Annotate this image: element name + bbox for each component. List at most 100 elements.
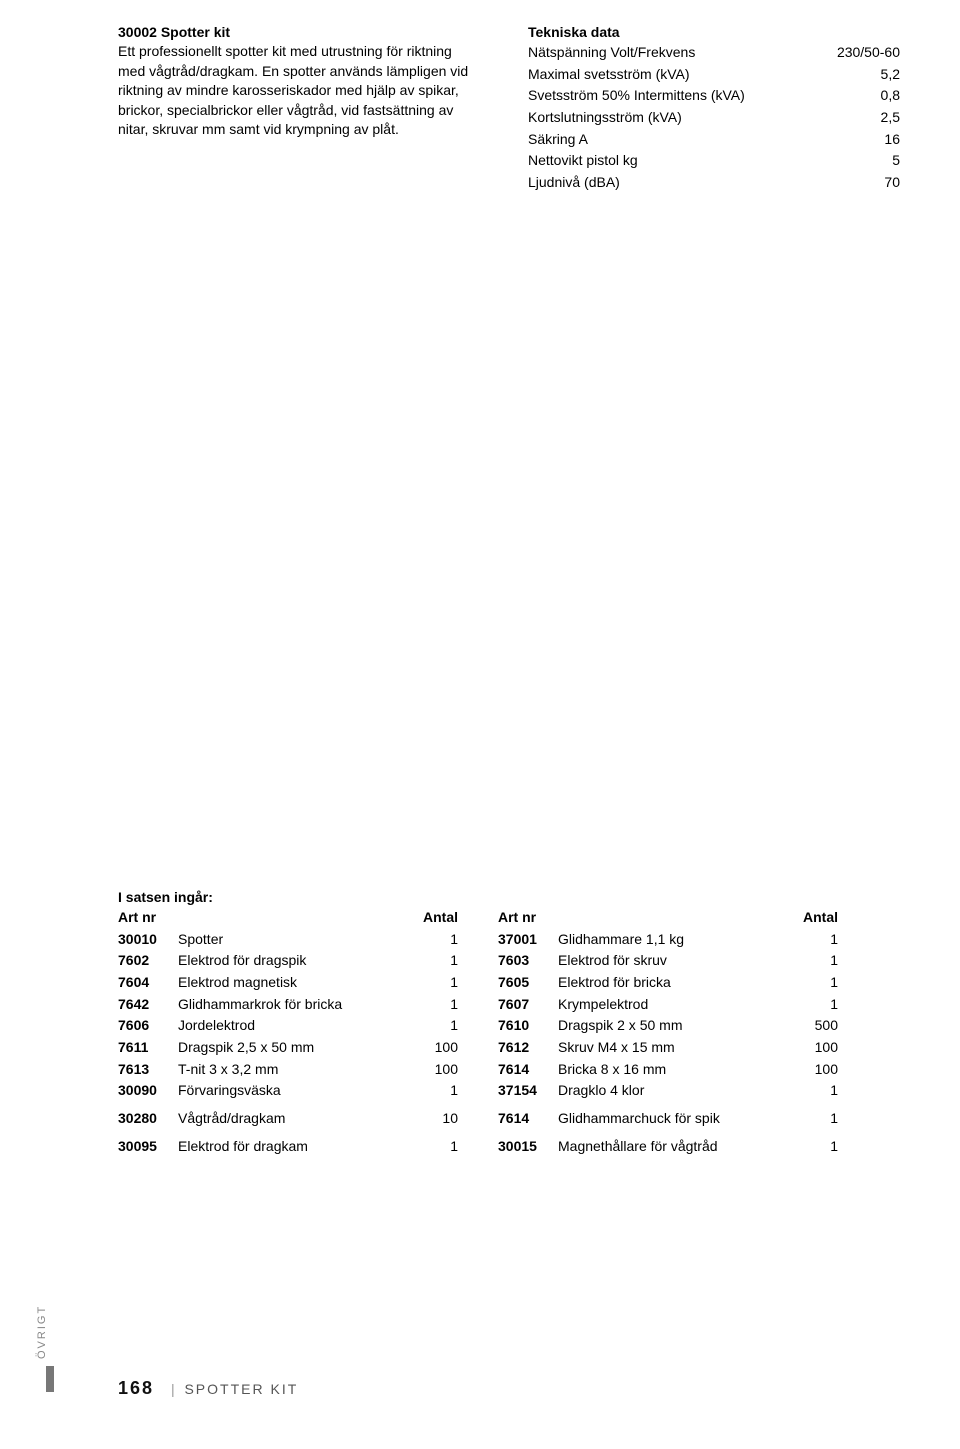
kit-desc: Elektrod för bricka — [558, 972, 798, 994]
tech-row: Säkring A 16 — [528, 129, 900, 151]
kit-row: 7612Skruv M4 x 15 mm100 — [498, 1037, 838, 1059]
kit-desc: Krympelektrod — [558, 994, 798, 1016]
kit-art-nr: 7605 — [498, 972, 558, 994]
kit-qty: 1 — [798, 929, 838, 951]
kit-art-nr: 7607 — [498, 994, 558, 1016]
kit-row: 7611Dragspik 2,5 x 50 mm100 — [118, 1037, 458, 1059]
product-description: Ett professionellt spotter kit med utrus… — [118, 42, 478, 140]
kit-qty: 1 — [798, 950, 838, 972]
kit-desc: Glidhammarchuck för spik — [558, 1108, 798, 1130]
kit-art-nr: 7614 — [498, 1108, 558, 1130]
kit-qty: 100 — [798, 1037, 838, 1059]
tech-row-label: Säkring A — [528, 129, 588, 151]
kit-table-right: Art nr Antal 37001Glidhammare 1,1 kg1760… — [498, 907, 838, 1158]
kit-art-nr: 30010 — [118, 929, 178, 951]
tech-row-value: 2,5 — [881, 107, 900, 129]
tech-row: Maximal svetsström (kVA) 5,2 — [528, 64, 900, 86]
kit-table-left: Art nr Antal 30010Spotter17602Elektrod f… — [118, 907, 458, 1158]
kit-art-nr: 7602 — [118, 950, 178, 972]
kit-desc: Jordelektrod — [178, 1015, 418, 1037]
kit-row: 7607Krympelektrod1 — [498, 994, 838, 1016]
tech-row: Nettovikt pistol kg 5 — [528, 150, 900, 172]
kit-desc: Bricka 8 x 16 mm — [558, 1059, 798, 1081]
kit-desc: Dragspik 2 x 50 mm — [558, 1015, 798, 1037]
kit-desc: Spotter — [178, 929, 418, 951]
kit-row: 30090Förvaringsväska1 — [118, 1080, 458, 1102]
tech-data-title: Tekniska data — [528, 24, 900, 40]
kit-desc: Vågtråd/dragkam — [178, 1108, 418, 1130]
tech-row-label: Nettovikt pistol kg — [528, 150, 638, 172]
tech-row-label: Svetsström 50% Intermittens (kVA) — [528, 85, 745, 107]
tech-row-label: Maximal svetsström (kVA) — [528, 64, 690, 86]
kit-desc: Glidhammarkrok för bricka — [178, 994, 418, 1016]
product-title: 30002 Spotter kit — [118, 24, 478, 40]
kit-header-art: Art nr — [498, 907, 558, 929]
kit-desc: Förvaringsväska — [178, 1080, 418, 1102]
tech-row-value: 5 — [892, 150, 900, 172]
kit-header-art: Art nr — [118, 907, 178, 929]
kit-art-nr: 7610 — [498, 1015, 558, 1037]
kit-qty: 1 — [418, 1015, 458, 1037]
tech-data-table: Nätspänning Volt/Frekvens230/50-60Maxima… — [528, 42, 900, 194]
tech-row-label: Kortslutningsström (kVA) — [528, 107, 682, 129]
kit-row: 7614Glidhammarchuck för spik1 — [498, 1108, 838, 1130]
kit-qty: 100 — [418, 1059, 458, 1081]
kit-desc: Glidhammare 1,1 kg — [558, 929, 798, 951]
kit-row: 7602Elektrod för dragspik1 — [118, 950, 458, 972]
kit-qty: 10 — [418, 1108, 458, 1130]
kit-row: 7613T-nit 3 x 3,2 mm100 — [118, 1059, 458, 1081]
kit-row: 7604Elektrod magnetisk1 — [118, 972, 458, 994]
tech-row-value: 5,2 — [881, 64, 900, 86]
kit-art-nr: 30090 — [118, 1080, 178, 1102]
kit-qty: 500 — [798, 1015, 838, 1037]
kit-desc: Dragklo 4 klor — [558, 1080, 798, 1102]
kit-desc: Elektrod för skruv — [558, 950, 798, 972]
kit-qty: 100 — [798, 1059, 838, 1081]
kit-qty: 1 — [798, 1080, 838, 1102]
tech-row: Svetsström 50% Intermittens (kVA)0,8 — [528, 85, 900, 107]
page-number: 168 — [118, 1378, 154, 1398]
kit-desc: Elektrod för dragkam — [178, 1136, 418, 1158]
kit-art-nr: 30280 — [118, 1108, 178, 1130]
kit-row: 30095Elektrod för dragkam1 — [118, 1136, 458, 1158]
tech-row-value: 230/50-60 — [837, 42, 900, 64]
kit-qty: 1 — [418, 994, 458, 1016]
kit-row: 7610Dragspik 2 x 50 mm500 — [498, 1015, 838, 1037]
kit-row: 30015Magnethållare för vågtråd1 — [498, 1136, 838, 1158]
tech-row-value: 70 — [884, 172, 900, 194]
kit-header-qty: Antal — [798, 907, 838, 929]
kit-art-nr: 30015 — [498, 1136, 558, 1158]
kit-qty: 1 — [418, 972, 458, 994]
kit-row: 7614Bricka 8 x 16 mm100 — [498, 1059, 838, 1081]
kit-art-nr: 7613 — [118, 1059, 178, 1081]
kit-art-nr: 37001 — [498, 929, 558, 951]
kit-qty: 1 — [798, 994, 838, 1016]
kit-row: 7606Jordelektrod1 — [118, 1015, 458, 1037]
kit-art-nr: 7603 — [498, 950, 558, 972]
kit-qty: 1 — [418, 950, 458, 972]
kit-title: I satsen ingår: — [118, 889, 900, 905]
tech-row-label: Ljudnivå (dBA) — [528, 172, 620, 194]
kit-row: 7642Glidhammarkrok för bricka1 — [118, 994, 458, 1016]
kit-qty: 1 — [418, 929, 458, 951]
side-marker — [46, 1366, 54, 1392]
tech-row: Ljudnivå (dBA) 70 — [528, 172, 900, 194]
kit-desc: Skruv M4 x 15 mm — [558, 1037, 798, 1059]
kit-qty: 100 — [418, 1037, 458, 1059]
kit-qty: 1 — [418, 1080, 458, 1102]
kit-art-nr: 7611 — [118, 1037, 178, 1059]
kit-row: 37001Glidhammare 1,1 kg1 — [498, 929, 838, 951]
kit-desc: Elektrod magnetisk — [178, 972, 418, 994]
kit-row: 7603Elektrod för skruv1 — [498, 950, 838, 972]
tech-row: Kortslutningsström (kVA) 2,5 — [528, 107, 900, 129]
tech-row-value: 16 — [884, 129, 900, 151]
kit-desc: Elektrod för dragspik — [178, 950, 418, 972]
kit-row: 30280Vågtråd/dragkam10 — [118, 1108, 458, 1130]
footer-section: SPOTTER KIT — [184, 1381, 298, 1397]
kit-desc: T-nit 3 x 3,2 mm — [178, 1059, 418, 1081]
kit-qty: 1 — [418, 1136, 458, 1158]
kit-art-nr: 7612 — [498, 1037, 558, 1059]
kit-art-nr: 37154 — [498, 1080, 558, 1102]
kit-art-nr: 7642 — [118, 994, 178, 1016]
kit-desc: Magnethållare för vågtråd — [558, 1136, 798, 1158]
